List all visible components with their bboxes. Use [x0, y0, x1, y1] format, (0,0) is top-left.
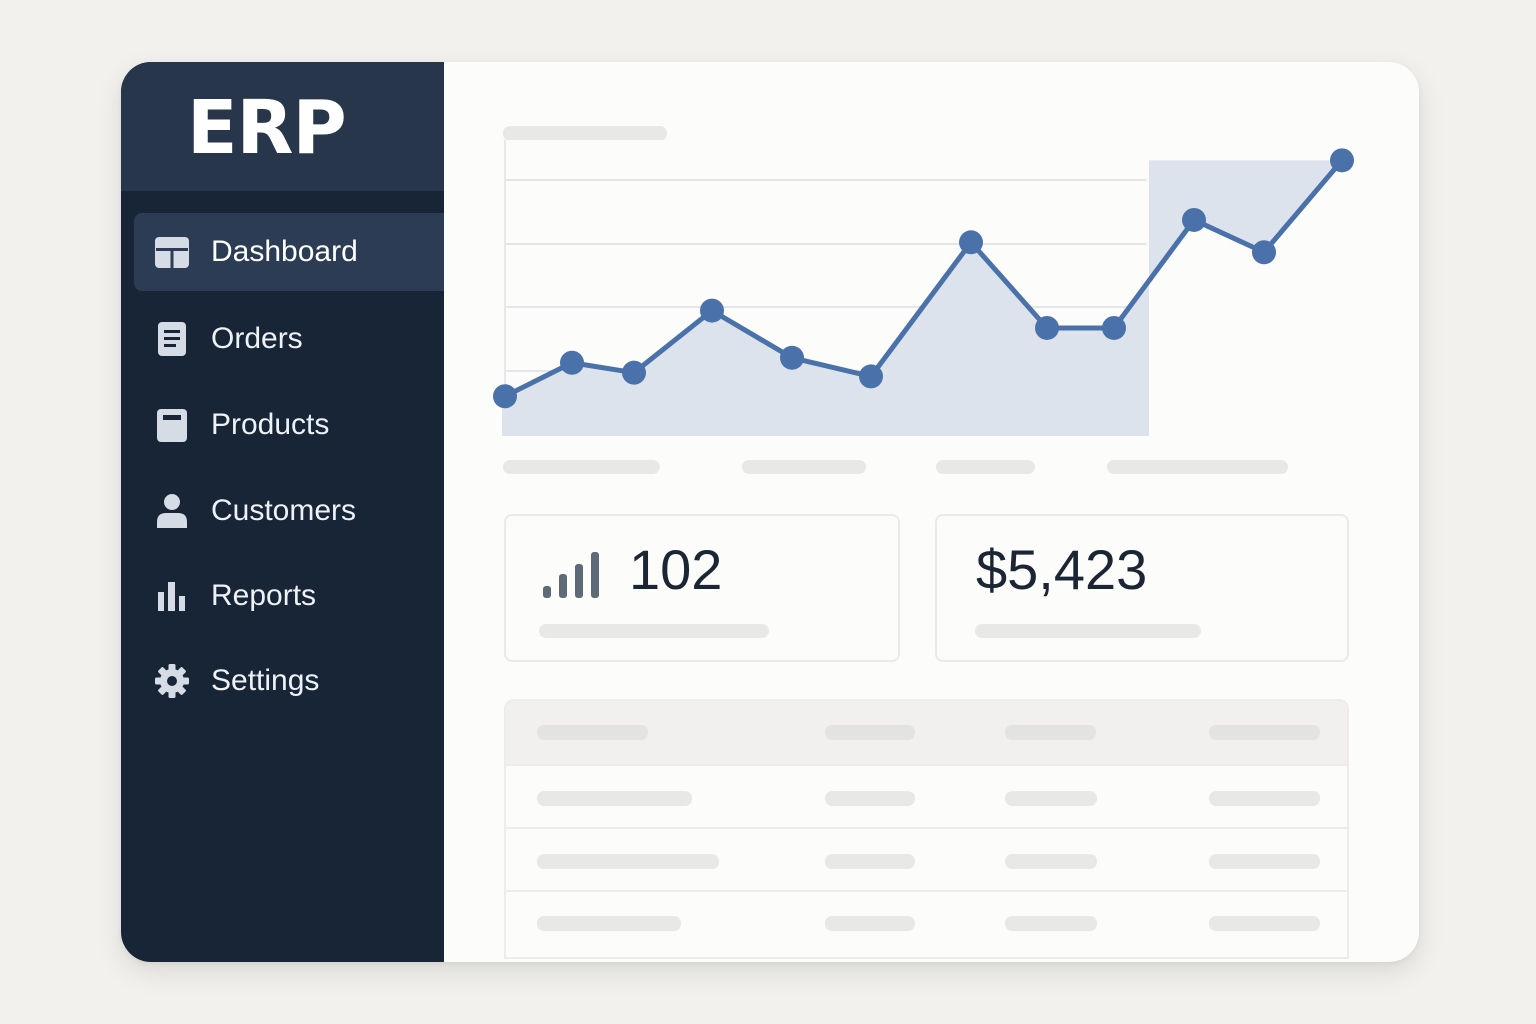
table-cell: [825, 854, 915, 869]
sidebar-item-reports[interactable]: Reports: [134, 557, 444, 635]
table-cell: [1209, 791, 1320, 806]
table-header-cell: [1005, 725, 1096, 740]
sidebar-item-label: Dashboard: [211, 235, 358, 268]
product-box-icon: [157, 409, 187, 442]
x-axis-label-placeholder: [936, 460, 1035, 474]
main-content: 102 $5,423: [444, 62, 1419, 962]
area-fill: [502, 160, 1342, 436]
sidebar-item-customers[interactable]: Customers: [134, 472, 444, 550]
app-logo: ERP: [187, 85, 347, 171]
sidebar-item-label: Products: [211, 408, 330, 441]
data-point[interactable]: [959, 230, 983, 255]
sidebar-item-label: Customers: [211, 494, 357, 527]
table-header-cell: [1209, 725, 1320, 740]
sidebar-item-products[interactable]: Products: [134, 386, 444, 464]
table-cell: [825, 916, 915, 931]
dashboard-icon: [155, 237, 189, 268]
x-axis-label-placeholder: [503, 460, 660, 474]
signal-bars-icon: [543, 552, 599, 598]
logo-area: ERP: [121, 62, 444, 191]
x-axis-label-placeholder: [742, 460, 866, 474]
chart-title-placeholder: [503, 126, 667, 141]
stat-caption-placeholder: [975, 624, 1201, 638]
sidebar-item-label: Orders: [211, 322, 303, 355]
table-header-cell: [537, 725, 648, 740]
stat-card-revenue: $5,423: [935, 514, 1349, 662]
table-cell: [537, 854, 719, 869]
data-point[interactable]: [1252, 240, 1276, 265]
table-cell: [537, 916, 681, 931]
sidebar-item-settings[interactable]: Settings: [134, 642, 444, 720]
sidebar: ERP Dashboard Orders Produ: [121, 62, 444, 962]
stat-value: $5,423: [976, 538, 1148, 601]
sidebar-item-dashboard[interactable]: Dashboard: [134, 213, 444, 291]
x-axis-label-placeholder: [1107, 460, 1288, 474]
table-cell: [1005, 916, 1097, 931]
line-chart: [493, 140, 1354, 436]
user-icon: [157, 494, 187, 528]
stat-caption-placeholder: [539, 624, 769, 638]
data-point[interactable]: [560, 350, 584, 375]
sidebar-item-label: Settings: [211, 664, 320, 697]
table-cell: [1005, 791, 1097, 806]
sidebar-item-label: Reports: [211, 579, 317, 612]
table-cell: [825, 791, 915, 806]
sidebar-item-orders[interactable]: Orders: [134, 300, 444, 378]
stat-card-count: 102: [504, 514, 900, 662]
table-row[interactable]: [506, 764, 1347, 827]
document-icon: [158, 322, 186, 356]
stat-value: 102: [629, 538, 723, 601]
data-point[interactable]: [700, 298, 724, 323]
bar-chart-icon: [158, 582, 185, 611]
data-point[interactable]: [622, 360, 646, 385]
app-window: ERP Dashboard Orders Produ: [121, 62, 1419, 962]
data-point[interactable]: [780, 345, 804, 370]
table-row[interactable]: [506, 890, 1347, 953]
data-table: [504, 699, 1349, 959]
table-cell: [1209, 854, 1320, 869]
table-row[interactable]: [506, 827, 1347, 890]
data-point[interactable]: [1035, 315, 1059, 340]
data-point[interactable]: [1102, 315, 1126, 340]
table-cell: [1209, 916, 1320, 931]
table-cell: [1005, 854, 1097, 869]
table-cell: [537, 791, 692, 806]
table-header: [506, 701, 1347, 764]
data-point[interactable]: [1330, 148, 1354, 173]
table-header-cell: [825, 725, 915, 740]
data-point[interactable]: [859, 364, 883, 389]
data-point[interactable]: [493, 384, 517, 409]
data-point[interactable]: [1182, 207, 1206, 232]
gear-icon: [155, 664, 189, 698]
